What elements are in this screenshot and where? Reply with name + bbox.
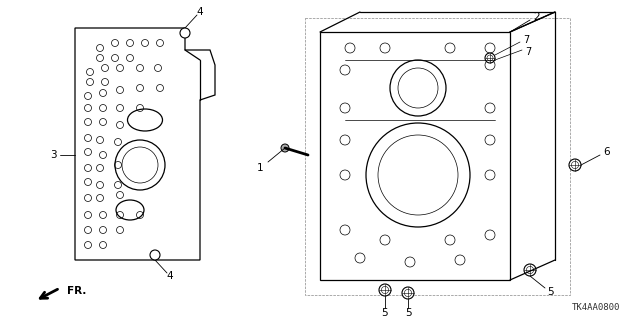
Circle shape <box>180 28 190 38</box>
Text: 5: 5 <box>381 308 388 318</box>
Text: 6: 6 <box>604 147 611 157</box>
Circle shape <box>524 264 536 276</box>
Text: 1: 1 <box>257 163 263 173</box>
Circle shape <box>379 284 391 296</box>
Circle shape <box>281 144 289 152</box>
Text: 7: 7 <box>525 47 531 57</box>
Text: 2: 2 <box>534 12 540 22</box>
Circle shape <box>569 159 581 171</box>
Circle shape <box>485 53 495 63</box>
Text: 4: 4 <box>196 7 204 17</box>
Text: 7: 7 <box>523 35 529 45</box>
Text: 4: 4 <box>166 271 173 281</box>
Text: 5: 5 <box>404 308 412 318</box>
Circle shape <box>150 250 160 260</box>
Text: 3: 3 <box>50 150 56 160</box>
Text: 5: 5 <box>547 287 554 297</box>
Circle shape <box>402 287 414 299</box>
Text: FR.: FR. <box>67 286 86 296</box>
Text: TK4AA0800: TK4AA0800 <box>572 303 620 312</box>
